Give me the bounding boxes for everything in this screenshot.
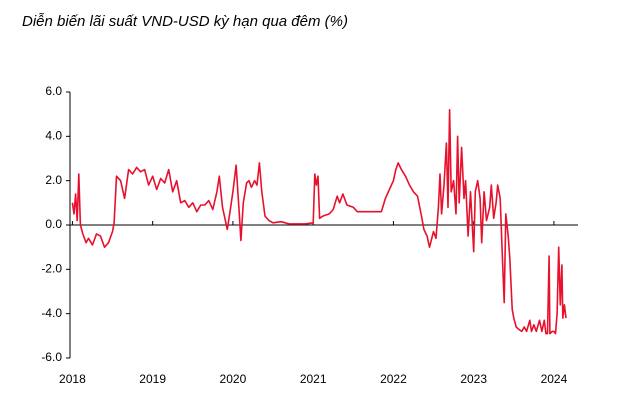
y-tick-label: -2.0 — [41, 262, 62, 276]
y-tick-label: 4.0 — [45, 129, 62, 143]
x-tick-label: 2022 — [380, 372, 407, 386]
x-tick-label: 2019 — [139, 372, 166, 386]
y-tick-label: -4.0 — [41, 306, 62, 320]
y-tick-label: -6.0 — [41, 350, 62, 364]
y-tick-label: 0.0 — [45, 217, 62, 231]
x-tick-label: 2023 — [460, 372, 487, 386]
x-tick-label: 2020 — [220, 372, 247, 386]
line — [71, 108, 567, 335]
x-tick-label: 2024 — [541, 372, 568, 386]
x-tick-label: 2021 — [300, 372, 327, 386]
y-tick-label: 6.0 — [45, 84, 62, 98]
y-tick-label: 2.0 — [45, 173, 62, 187]
chart-title: Diễn biến lãi suất VND-USD kỳ hạn qua đê… — [22, 13, 348, 30]
x-tick-label: 2018 — [59, 372, 86, 386]
